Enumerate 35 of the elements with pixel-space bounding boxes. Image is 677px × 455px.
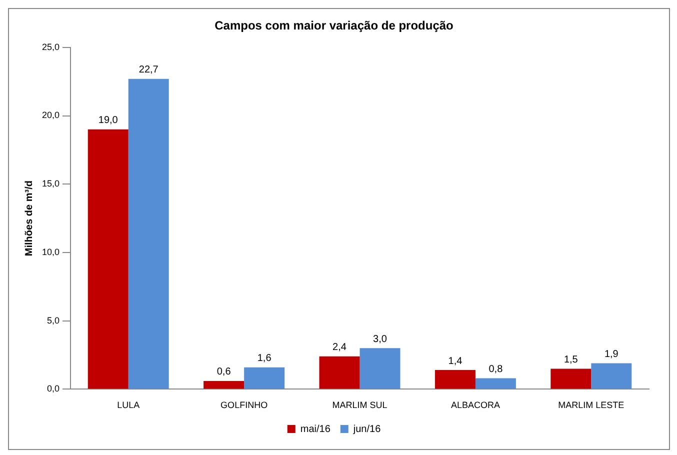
data-label: 1,4 — [448, 356, 463, 367]
legend-label: mai/16 — [300, 424, 331, 435]
data-label: 0,6 — [216, 366, 232, 378]
y-tick-label: 5,0 — [47, 315, 60, 326]
bar — [204, 380, 244, 389]
data-label: 1,9 — [604, 348, 619, 360]
x-tick-label: GOLFINHO — [220, 400, 268, 410]
bar — [128, 78, 169, 389]
bar — [434, 370, 476, 389]
x-tick-label: LULA — [117, 400, 140, 410]
x-tick-label: MARLIM SUL — [332, 400, 388, 410]
data-label: 2,4 — [332, 342, 347, 354]
data-label: 19,0 — [98, 115, 118, 126]
x-tick-label: MARLIM LESTE — [558, 400, 624, 410]
y-tick-label: 10,0 — [42, 246, 60, 257]
y-tick-label: 20,0 — [42, 110, 60, 120]
chart-title: Campos com maior variação de produção — [214, 18, 454, 33]
data-label: 1,5 — [564, 354, 578, 366]
data-label: 1,6 — [257, 353, 272, 364]
legend-label: jun/16 — [352, 424, 382, 435]
bar — [475, 378, 516, 389]
y-tick-label: 15,0 — [42, 178, 60, 189]
data-label: 0,8 — [488, 364, 504, 376]
y-axis-title: Milhões de m³/d — [24, 180, 35, 256]
bar — [88, 129, 128, 389]
bar — [591, 363, 632, 389]
y-tick-label: 0,0 — [47, 384, 60, 394]
data-label: 22,7 — [138, 64, 159, 76]
x-tick-label: ALBACORA — [450, 400, 500, 410]
bar — [550, 368, 592, 389]
y-tick-label: 25,0 — [42, 42, 60, 52]
bar — [360, 348, 400, 389]
bar — [319, 356, 360, 389]
data-label: 3,0 — [373, 334, 388, 345]
bar — [244, 367, 285, 389]
